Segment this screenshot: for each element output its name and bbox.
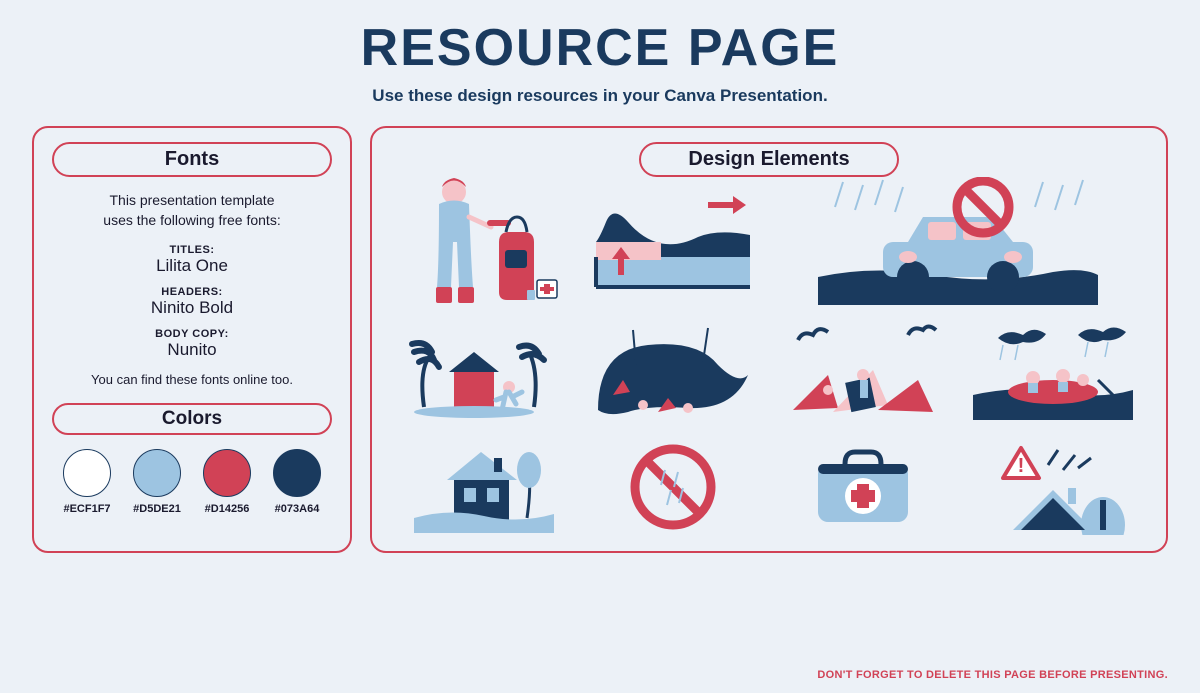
element-house-damage: !	[968, 437, 1138, 537]
element-flooded-house	[400, 437, 568, 537]
titles-font-block: TITLES: Lilita One	[52, 244, 332, 276]
swatch-label-4: #073A64	[275, 503, 320, 515]
left-panel: Fonts This presentation template uses th…	[32, 126, 352, 553]
design-elements-header: Design Elements	[639, 142, 899, 177]
swatch-label-3: #D14256	[205, 503, 250, 515]
right-panel: Design Elements	[370, 126, 1168, 553]
element-earthquake	[778, 317, 948, 427]
fonts-intro: This presentation template uses the foll…	[52, 191, 332, 230]
colors-header: Colors	[52, 403, 332, 435]
element-wave-diagram	[588, 177, 758, 307]
fonts-header: Fonts	[52, 142, 332, 177]
fonts-intro-line1: This presentation template	[110, 192, 275, 208]
headers-label: HEADERS:	[52, 286, 332, 298]
swatch-label-2: #D5DE21	[133, 503, 181, 515]
swatch-3: #D14256	[203, 449, 251, 515]
titles-label: TITLES:	[52, 244, 332, 256]
headers-font-block: HEADERS: Ninito Bold	[52, 286, 332, 318]
element-tsunami	[588, 317, 758, 427]
body-label: BODY COPY:	[52, 328, 332, 340]
headers-font-name: Ninito Bold	[52, 298, 332, 318]
body-font-name: Nunito	[52, 340, 332, 360]
swatch-circle-4	[273, 449, 321, 497]
swatch-1: #ECF1F7	[63, 449, 111, 515]
swatch-circle-1	[63, 449, 111, 497]
body-font-block: BODY COPY: Nunito	[52, 328, 332, 360]
swatch-2: #D5DE21	[133, 449, 181, 515]
element-hurricane	[400, 317, 568, 427]
footer-note: DON'T FORGET TO DELETE THIS PAGE BEFORE …	[817, 669, 1168, 681]
subtitle: Use these design resources in your Canva…	[0, 86, 1200, 106]
svg-text:!: !	[1018, 455, 1025, 477]
element-prohibition-icon	[588, 437, 758, 537]
swatch-circle-2	[133, 449, 181, 497]
element-person-backpack	[400, 177, 568, 307]
content-row: Fonts This presentation template uses th…	[0, 106, 1200, 553]
design-elements-grid: !	[390, 177, 1148, 537]
swatch-circle-3	[203, 449, 251, 497]
element-flood-raft	[968, 317, 1138, 427]
swatch-label-1: #ECF1F7	[63, 503, 110, 515]
color-swatches: #ECF1F7 #D5DE21 #D14256 #073A64	[52, 449, 332, 515]
page-title: RESOURCE PAGE	[0, 18, 1200, 78]
element-first-aid-icon	[778, 437, 948, 537]
fonts-outro: You can find these fonts online too.	[52, 372, 332, 387]
titles-font-name: Lilita One	[52, 256, 332, 276]
swatch-4: #073A64	[273, 449, 321, 515]
element-car-flood-prohibit	[778, 177, 1138, 307]
fonts-intro-line2: uses the following free fonts:	[103, 212, 280, 228]
